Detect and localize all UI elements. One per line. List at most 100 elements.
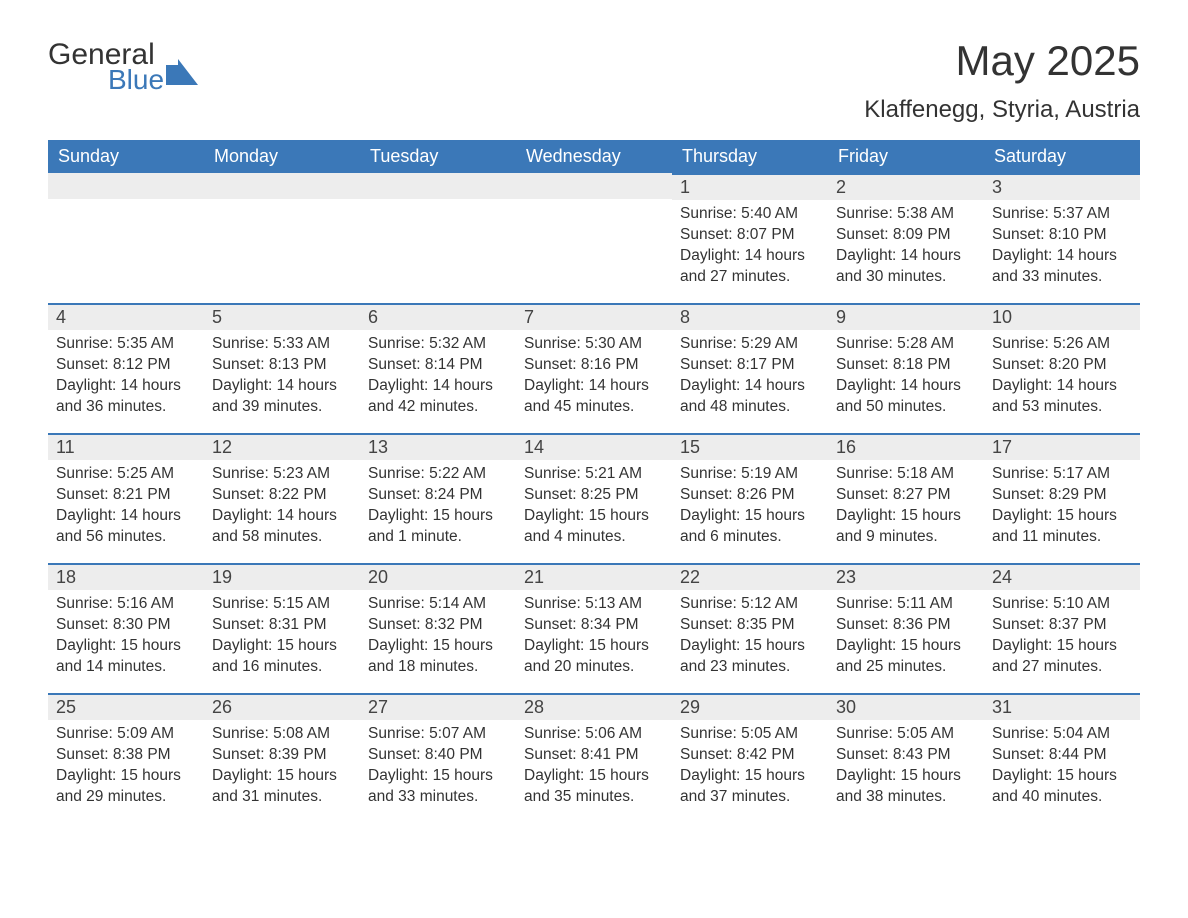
sunrise-text: Sunrise: 5:21 AM <box>524 464 664 485</box>
day-number: 9 <box>828 303 984 330</box>
day-number: 6 <box>360 303 516 330</box>
daylight-text: Daylight: 15 hours and 9 minutes. <box>836 506 976 548</box>
sunset-text: Sunset: 8:14 PM <box>368 355 508 376</box>
day-number: 15 <box>672 433 828 460</box>
daylight-text: Daylight: 14 hours and 53 minutes. <box>992 376 1132 418</box>
day-number: 2 <box>828 173 984 200</box>
day-details: Sunrise: 5:16 AMSunset: 8:30 PMDaylight:… <box>48 590 204 682</box>
calendar-cell: 30Sunrise: 5:05 AMSunset: 8:43 PMDayligh… <box>828 693 984 823</box>
day-number: 28 <box>516 693 672 720</box>
daylight-text: Daylight: 14 hours and 33 minutes. <box>992 246 1132 288</box>
day-number: 16 <box>828 433 984 460</box>
day-number: 23 <box>828 563 984 590</box>
daylight-text: Daylight: 15 hours and 38 minutes. <box>836 766 976 808</box>
daylight-text: Daylight: 15 hours and 35 minutes. <box>524 766 664 808</box>
daylight-text: Daylight: 14 hours and 42 minutes. <box>368 376 508 418</box>
day-details: Sunrise: 5:22 AMSunset: 8:24 PMDaylight:… <box>360 460 516 552</box>
calendar-week-row: 18Sunrise: 5:16 AMSunset: 8:30 PMDayligh… <box>48 563 1140 693</box>
sunset-text: Sunset: 8:39 PM <box>212 745 352 766</box>
location-label: Klaffenegg, Styria, Austria <box>864 96 1140 124</box>
day-details: Sunrise: 5:06 AMSunset: 8:41 PMDaylight:… <box>516 720 672 812</box>
sunrise-text: Sunrise: 5:18 AM <box>836 464 976 485</box>
empty-day-bar <box>360 173 516 199</box>
daylight-text: Daylight: 14 hours and 48 minutes. <box>680 376 820 418</box>
day-number: 20 <box>360 563 516 590</box>
calendar-cell <box>360 173 516 303</box>
day-details: Sunrise: 5:08 AMSunset: 8:39 PMDaylight:… <box>204 720 360 812</box>
sunset-text: Sunset: 8:41 PM <box>524 745 664 766</box>
sunrise-text: Sunrise: 5:23 AM <box>212 464 352 485</box>
sunrise-text: Sunrise: 5:15 AM <box>212 594 352 615</box>
calendar-cell <box>516 173 672 303</box>
day-details: Sunrise: 5:11 AMSunset: 8:36 PMDaylight:… <box>828 590 984 682</box>
calendar-cell: 28Sunrise: 5:06 AMSunset: 8:41 PMDayligh… <box>516 693 672 823</box>
daylight-text: Daylight: 15 hours and 27 minutes. <box>992 636 1132 678</box>
sunrise-text: Sunrise: 5:40 AM <box>680 204 820 225</box>
day-number: 12 <box>204 433 360 460</box>
sunset-text: Sunset: 8:36 PM <box>836 615 976 636</box>
daylight-text: Daylight: 14 hours and 27 minutes. <box>680 246 820 288</box>
calendar-cell: 25Sunrise: 5:09 AMSunset: 8:38 PMDayligh… <box>48 693 204 823</box>
sunrise-text: Sunrise: 5:07 AM <box>368 724 508 745</box>
day-details: Sunrise: 5:15 AMSunset: 8:31 PMDaylight:… <box>204 590 360 682</box>
day-number: 21 <box>516 563 672 590</box>
calendar-cell: 31Sunrise: 5:04 AMSunset: 8:44 PMDayligh… <box>984 693 1140 823</box>
empty-day-bar <box>516 173 672 199</box>
sunset-text: Sunset: 8:16 PM <box>524 355 664 376</box>
day-number: 31 <box>984 693 1140 720</box>
sunrise-text: Sunrise: 5:11 AM <box>836 594 976 615</box>
heading: May 2025 Klaffenegg, Styria, Austria <box>864 40 1140 124</box>
sunrise-text: Sunrise: 5:33 AM <box>212 334 352 355</box>
sunset-text: Sunset: 8:07 PM <box>680 225 820 246</box>
weekday-header: Sunday <box>48 140 204 173</box>
daylight-text: Daylight: 15 hours and 29 minutes. <box>56 766 196 808</box>
weekday-header-row: Sunday Monday Tuesday Wednesday Thursday… <box>48 140 1140 173</box>
sunset-text: Sunset: 8:20 PM <box>992 355 1132 376</box>
sunrise-text: Sunrise: 5:09 AM <box>56 724 196 745</box>
sunrise-text: Sunrise: 5:16 AM <box>56 594 196 615</box>
day-details: Sunrise: 5:30 AMSunset: 8:16 PMDaylight:… <box>516 330 672 422</box>
daylight-text: Daylight: 14 hours and 58 minutes. <box>212 506 352 548</box>
daylight-text: Daylight: 15 hours and 6 minutes. <box>680 506 820 548</box>
calendar-week-row: 25Sunrise: 5:09 AMSunset: 8:38 PMDayligh… <box>48 693 1140 823</box>
day-number: 22 <box>672 563 828 590</box>
weekday-header: Monday <box>204 140 360 173</box>
calendar-cell: 29Sunrise: 5:05 AMSunset: 8:42 PMDayligh… <box>672 693 828 823</box>
day-details: Sunrise: 5:04 AMSunset: 8:44 PMDaylight:… <box>984 720 1140 812</box>
day-details: Sunrise: 5:38 AMSunset: 8:09 PMDaylight:… <box>828 200 984 292</box>
calendar-cell: 13Sunrise: 5:22 AMSunset: 8:24 PMDayligh… <box>360 433 516 563</box>
day-number: 4 <box>48 303 204 330</box>
day-details: Sunrise: 5:18 AMSunset: 8:27 PMDaylight:… <box>828 460 984 552</box>
daylight-text: Daylight: 14 hours and 56 minutes. <box>56 506 196 548</box>
day-number: 26 <box>204 693 360 720</box>
calendar-week-row: 11Sunrise: 5:25 AMSunset: 8:21 PMDayligh… <box>48 433 1140 563</box>
calendar-cell: 18Sunrise: 5:16 AMSunset: 8:30 PMDayligh… <box>48 563 204 693</box>
calendar-cell: 1Sunrise: 5:40 AMSunset: 8:07 PMDaylight… <box>672 173 828 303</box>
day-number: 18 <box>48 563 204 590</box>
sunset-text: Sunset: 8:42 PM <box>680 745 820 766</box>
day-details: Sunrise: 5:37 AMSunset: 8:10 PMDaylight:… <box>984 200 1140 292</box>
day-details: Sunrise: 5:10 AMSunset: 8:37 PMDaylight:… <box>984 590 1140 682</box>
empty-day-bar <box>48 173 204 199</box>
day-details: Sunrise: 5:09 AMSunset: 8:38 PMDaylight:… <box>48 720 204 812</box>
calendar-cell: 2Sunrise: 5:38 AMSunset: 8:09 PMDaylight… <box>828 173 984 303</box>
day-details: Sunrise: 5:26 AMSunset: 8:20 PMDaylight:… <box>984 330 1140 422</box>
day-details: Sunrise: 5:05 AMSunset: 8:43 PMDaylight:… <box>828 720 984 812</box>
day-details: Sunrise: 5:13 AMSunset: 8:34 PMDaylight:… <box>516 590 672 682</box>
sunrise-text: Sunrise: 5:14 AM <box>368 594 508 615</box>
sunrise-text: Sunrise: 5:22 AM <box>368 464 508 485</box>
weekday-header: Wednesday <box>516 140 672 173</box>
sunset-text: Sunset: 8:37 PM <box>992 615 1132 636</box>
sunset-text: Sunset: 8:44 PM <box>992 745 1132 766</box>
day-details: Sunrise: 5:05 AMSunset: 8:42 PMDaylight:… <box>672 720 828 812</box>
daylight-text: Daylight: 15 hours and 25 minutes. <box>836 636 976 678</box>
daylight-text: Daylight: 15 hours and 1 minute. <box>368 506 508 548</box>
day-details: Sunrise: 5:32 AMSunset: 8:14 PMDaylight:… <box>360 330 516 422</box>
day-details: Sunrise: 5:07 AMSunset: 8:40 PMDaylight:… <box>360 720 516 812</box>
sunset-text: Sunset: 8:27 PM <box>836 485 976 506</box>
sunset-text: Sunset: 8:30 PM <box>56 615 196 636</box>
daylight-text: Daylight: 14 hours and 50 minutes. <box>836 376 976 418</box>
calendar-table: Sunday Monday Tuesday Wednesday Thursday… <box>48 140 1140 823</box>
page-title: May 2025 <box>864 40 1140 82</box>
calendar-cell: 22Sunrise: 5:12 AMSunset: 8:35 PMDayligh… <box>672 563 828 693</box>
